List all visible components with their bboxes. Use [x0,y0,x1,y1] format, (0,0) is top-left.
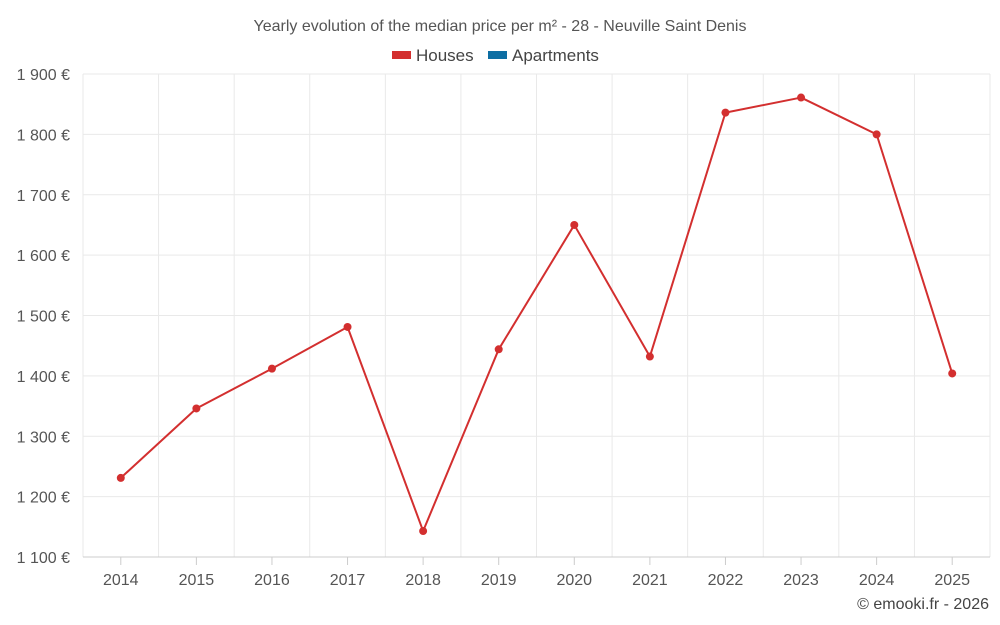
x-tick-label: 2015 [179,572,215,589]
y-tick-label: 1 200 € [17,490,70,507]
data-point-houses-2014[interactable] [116,473,125,482]
y-tick-label: 1 100 € [17,550,70,567]
x-tick-label: 2022 [708,572,744,589]
data-point-houses-2022[interactable] [721,108,730,117]
x-tick-label: 2024 [859,572,895,589]
data-point-houses-2023[interactable] [797,93,806,102]
data-point-houses-2016[interactable] [267,364,276,373]
credit-text: © emooki.fr - 2026 [857,596,989,613]
legend-swatch-houses[interactable] [392,51,411,59]
data-point-houses-2024[interactable] [872,130,881,139]
y-tick-label: 1 400 € [17,369,70,386]
x-tick-label: 2023 [783,572,819,589]
x-tick-label: 2019 [481,572,517,589]
x-tick-label: 2025 [934,572,970,589]
legend-label-apartments[interactable]: Apartments [512,46,599,65]
y-tick-label: 1 600 € [17,248,70,265]
series-line-houses [120,96,954,533]
data-point-houses-2018[interactable] [419,527,428,536]
series-houses [116,93,957,536]
y-tick-label: 1 300 € [17,429,70,446]
chart-title: Yearly evolution of the median price per… [254,18,747,35]
legend-label-houses[interactable]: Houses [416,46,474,65]
legend-swatch-apartments[interactable] [488,51,507,59]
x-tick-label: 2020 [556,572,592,589]
legend: Houses Apartments [392,46,599,65]
data-point-houses-2019[interactable] [494,345,503,354]
y-tick-label: 1 900 € [17,67,70,84]
x-tick-label: 2021 [632,572,668,589]
axes: 1 100 € 1 200 € 1 300 € 1 400 € 1 500 € 1 600… [17,67,990,589]
y-tick-label: 1 800 € [17,127,70,144]
x-tick-label: 2018 [405,572,441,589]
data-point-houses-2025[interactable] [948,369,957,378]
data-point-houses-2015[interactable] [192,404,201,413]
data-point-houses-2021[interactable] [645,352,654,361]
y-tick-label: 1 700 € [17,188,70,205]
y-tick-label: 1 500 € [17,309,70,326]
x-tick-label: 2017 [330,572,366,589]
x-tick-label: 2014 [103,572,139,589]
x-tick-label: 2016 [254,572,290,589]
grid [82,73,991,558]
data-point-houses-2017[interactable] [343,322,352,331]
data-point-houses-2020[interactable] [570,220,579,229]
